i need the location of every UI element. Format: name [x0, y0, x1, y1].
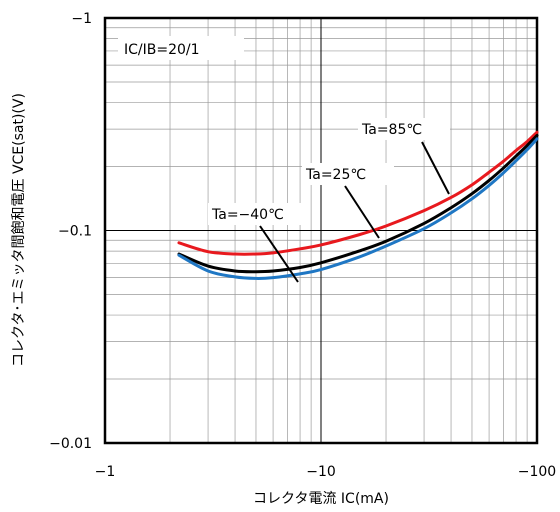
- condition-label-box: IC/IB=20/1: [118, 36, 244, 60]
- label-minus40c: Ta=−40℃: [211, 207, 284, 223]
- condition-label: IC/IB=20/1: [124, 42, 200, 58]
- x-tick-label: −1: [95, 464, 116, 480]
- x-axis-label: コレクタ電流 IC(mA): [253, 491, 389, 507]
- x-tick-label: −10: [306, 464, 336, 480]
- y-axis-label: コレクタ･エミッタ間飽和電圧 VCE(sat)(V): [10, 93, 27, 367]
- y-tick-label: −0.01: [49, 436, 92, 452]
- x-tick-label: −100: [518, 464, 556, 480]
- label-85c: Ta=85℃: [361, 122, 422, 138]
- label-25c: Ta=25℃: [305, 167, 366, 183]
- y-tick-label: −0.1: [58, 224, 92, 240]
- y-tick-label: −1: [71, 11, 92, 27]
